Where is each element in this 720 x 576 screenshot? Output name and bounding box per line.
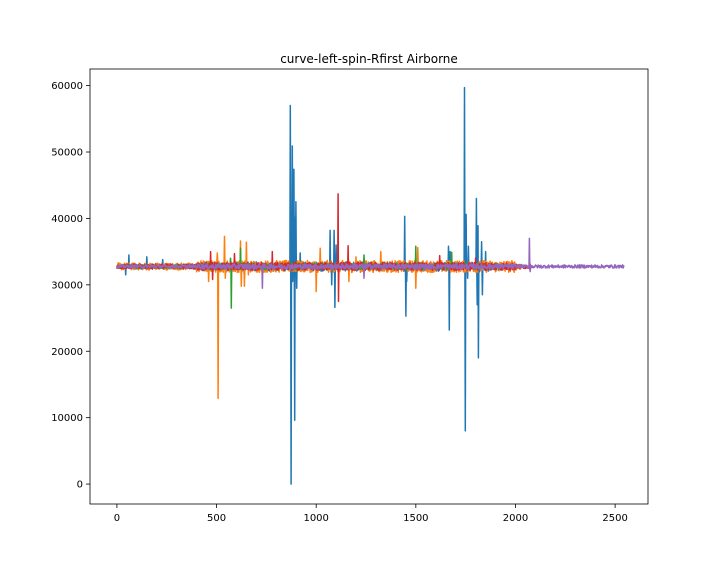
series-line-2 [116,235,522,400]
y-tick-label: 60000 [51,81,83,92]
x-tick-label: 0 [114,513,120,524]
series-line-3 [116,245,502,309]
series-line-1 [116,86,490,485]
y-tick-label: 50000 [51,148,83,159]
y-tick-label: 10000 [51,413,83,424]
x-tick-label: 2500 [602,513,627,524]
x-tick-label: 1000 [303,513,328,524]
axes-frame [89,68,649,505]
chart-title: curve-left-spin-Rfirst Airborne [280,52,458,66]
x-tick-label: 2000 [503,513,528,524]
x-tick-label: 500 [207,513,226,524]
series-line-5 [116,237,625,289]
x-tick-label: 1500 [403,513,428,524]
y-axis: 0 10000 20000 30000 40000 50000 60000 [51,81,90,491]
y-tick-label: 40000 [51,214,83,225]
plot-area [116,86,625,485]
y-tick-label: 30000 [51,280,83,291]
x-axis: 0 500 1000 1500 2000 2500 [114,504,628,524]
y-tick-label: 20000 [51,347,83,358]
y-tick-label: 0 [77,480,83,491]
